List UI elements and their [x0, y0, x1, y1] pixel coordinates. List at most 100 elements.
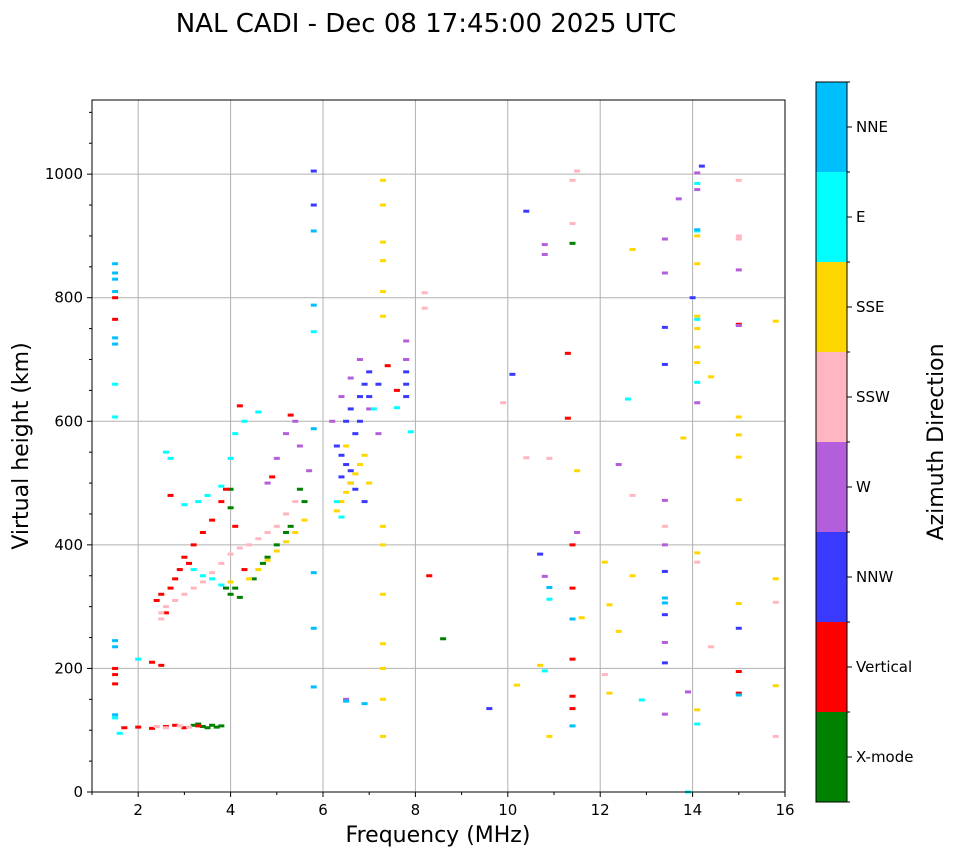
data-point [112, 682, 119, 686]
data-point [292, 531, 299, 534]
data-point [158, 617, 165, 621]
data-point [735, 670, 742, 674]
data-point [338, 515, 345, 519]
data-point [361, 500, 368, 504]
data-point [735, 498, 742, 502]
data-point [255, 410, 262, 414]
data-point [135, 725, 142, 729]
data-point [638, 698, 645, 702]
data-point [375, 382, 382, 386]
data-point [421, 306, 428, 310]
data-point [347, 407, 354, 411]
data-point [574, 469, 581, 473]
data-point [380, 734, 387, 738]
data-point [273, 524, 280, 528]
data-point [541, 574, 548, 578]
data-point [735, 626, 742, 630]
data-point [310, 169, 317, 173]
data-point [232, 586, 239, 590]
data-point [694, 228, 701, 232]
data-point [227, 580, 234, 584]
data-point [176, 568, 183, 572]
colorbar-label: Azimuth Direction [924, 343, 949, 540]
data-point [112, 673, 119, 677]
data-point [121, 726, 128, 730]
y-tick-label: 1000 [45, 165, 83, 183]
data-point [366, 481, 373, 485]
data-point [661, 569, 668, 573]
data-point [162, 605, 169, 609]
data-point [694, 234, 701, 238]
colorbar-tick-label: X-mode [856, 748, 913, 766]
data-point [661, 271, 668, 275]
data-point [343, 490, 350, 494]
data-point [772, 600, 779, 604]
data-point [246, 543, 253, 547]
data-point [241, 419, 248, 423]
colorbar-segment [816, 532, 847, 622]
data-point [440, 637, 447, 641]
y-tick-label: 800 [54, 289, 83, 307]
data-point [772, 577, 779, 581]
data-point [310, 427, 317, 431]
data-point [112, 277, 119, 281]
data-point [661, 237, 668, 241]
grid-lines [92, 100, 785, 792]
data-point [190, 586, 197, 590]
data-point [514, 683, 521, 687]
data-point [347, 376, 354, 380]
data-point [204, 493, 211, 497]
data-point [153, 725, 160, 729]
data-point [352, 487, 359, 491]
data-point [112, 290, 119, 294]
data-point [190, 723, 197, 727]
data-point [380, 259, 387, 263]
data-point [574, 169, 581, 173]
data-point [352, 472, 359, 476]
data-point [296, 444, 303, 448]
data-point [698, 164, 705, 168]
data-point [546, 597, 553, 601]
data-point [222, 586, 229, 590]
colorbar-segment [816, 352, 847, 442]
data-point [222, 487, 229, 491]
data-point [301, 518, 308, 522]
data-point [578, 616, 585, 620]
data-point [310, 571, 317, 575]
data-point [661, 596, 668, 600]
data-point [366, 370, 373, 374]
data-point [735, 602, 742, 606]
colorbar-segment [816, 172, 847, 262]
data-point [629, 574, 636, 578]
data-point [403, 358, 410, 361]
data-point [116, 731, 123, 735]
data-point [694, 171, 701, 175]
colorbar-tick-label: W [856, 478, 871, 496]
data-point [661, 325, 668, 329]
data-point [343, 699, 350, 703]
data-point [167, 493, 174, 497]
data-point [232, 524, 239, 528]
data-point [246, 577, 253, 581]
data-point [195, 724, 202, 728]
data-point [287, 524, 294, 528]
data-point [149, 726, 156, 730]
data-point [541, 252, 548, 256]
data-point [393, 406, 400, 410]
data-point [380, 178, 387, 182]
data-point [380, 543, 387, 547]
colorbar-segment [816, 622, 847, 712]
data-point [380, 666, 387, 670]
chart-title: NAL CADI - Dec 08 17:45:00 2025 UTC [176, 9, 676, 39]
data-point [329, 419, 336, 423]
data-point [541, 669, 548, 673]
data-point [167, 456, 174, 460]
data-point [661, 362, 668, 366]
data-point [574, 531, 581, 534]
data-point [380, 642, 387, 646]
data-point [112, 262, 119, 266]
data-point [199, 574, 206, 578]
data-point [661, 613, 668, 617]
data-point [509, 372, 516, 376]
x-tick-label: 10 [498, 801, 517, 819]
